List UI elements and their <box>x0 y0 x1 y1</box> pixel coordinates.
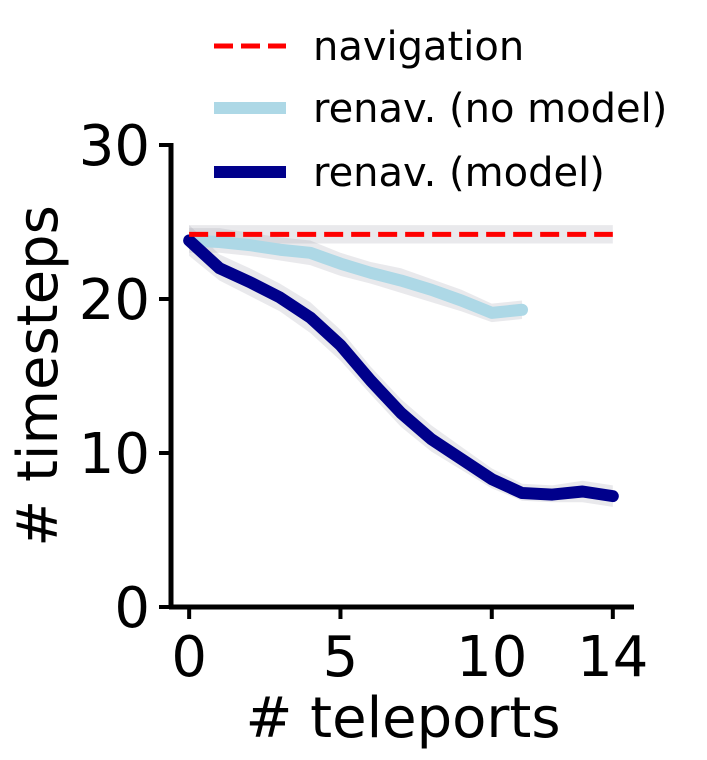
confidence-band-2 <box>189 225 613 507</box>
x-axis-label: # teleports <box>245 686 560 751</box>
legend-label-0: navigation <box>313 24 524 70</box>
x-tick-label: 0 <box>171 625 207 690</box>
x-tick-label: 10 <box>456 625 527 690</box>
series-line-1 <box>183 234 529 319</box>
y-tick-label: 10 <box>79 422 150 487</box>
series-line-2 <box>183 234 619 503</box>
y-tick-label: 20 <box>79 268 150 333</box>
x-tick-label: 14 <box>577 625 648 690</box>
confidence-band-0 <box>189 225 613 244</box>
legend-label-2: renav. (model) <box>313 150 605 196</box>
ticks: 0 5 10 14 0 10 20 30 <box>79 114 649 690</box>
series-lines <box>183 231 619 503</box>
x-tick-label: 5 <box>323 625 359 690</box>
y-tick-label: 0 <box>114 576 150 641</box>
y-tick-label: 30 <box>79 114 150 179</box>
legend: navigation renav. (no model) renav. (model… <box>214 24 667 196</box>
axes <box>168 143 634 610</box>
confidence-bands <box>189 225 613 507</box>
legend-label-1: renav. (no model) <box>313 86 667 132</box>
y-axis-label: # timesteps <box>6 205 71 547</box>
